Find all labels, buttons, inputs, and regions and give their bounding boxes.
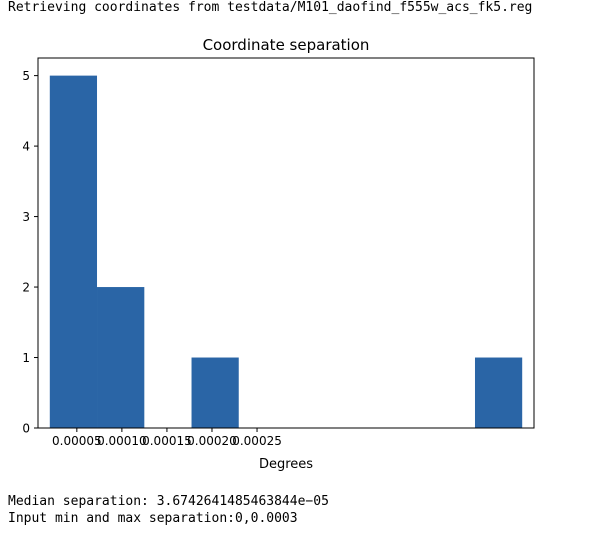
x-tick-label: 0.00015 — [142, 434, 192, 448]
chart-title: Coordinate separation — [203, 36, 370, 54]
x-tick-label: 0.00020 — [187, 434, 237, 448]
y-tick-label: 4 — [22, 140, 30, 154]
y-tick-label: 5 — [22, 69, 30, 83]
y-tick-label: 2 — [22, 281, 30, 295]
histogram-bar — [49, 75, 98, 428]
console-min-max-separation: Input min and max separation:0,0.0003 — [8, 511, 298, 526]
console-median-separation: Median separation: 3.6742641485463844e−0… — [8, 494, 329, 509]
axes-frame — [37, 57, 535, 429]
histogram-bar — [191, 357, 239, 428]
y-tick-label: 0 — [22, 422, 30, 436]
histogram-bar — [474, 357, 523, 428]
y-tick-label: 1 — [22, 351, 30, 365]
histogram-bars — [49, 75, 523, 428]
y-tick-label: 3 — [22, 210, 30, 224]
x-tick-label: 0.00025 — [232, 434, 282, 448]
y-axis-ticks: 0 1 2 3 4 5 — [22, 69, 38, 436]
x-tick-label: 0.00005 — [52, 434, 102, 448]
x-tick-label: 0.00010 — [97, 434, 147, 448]
console-header-line: Retrieving coordinates from testdata/M10… — [8, 0, 533, 15]
x-axis-label: Degrees — [259, 457, 313, 472]
histogram-bar — [97, 287, 145, 428]
